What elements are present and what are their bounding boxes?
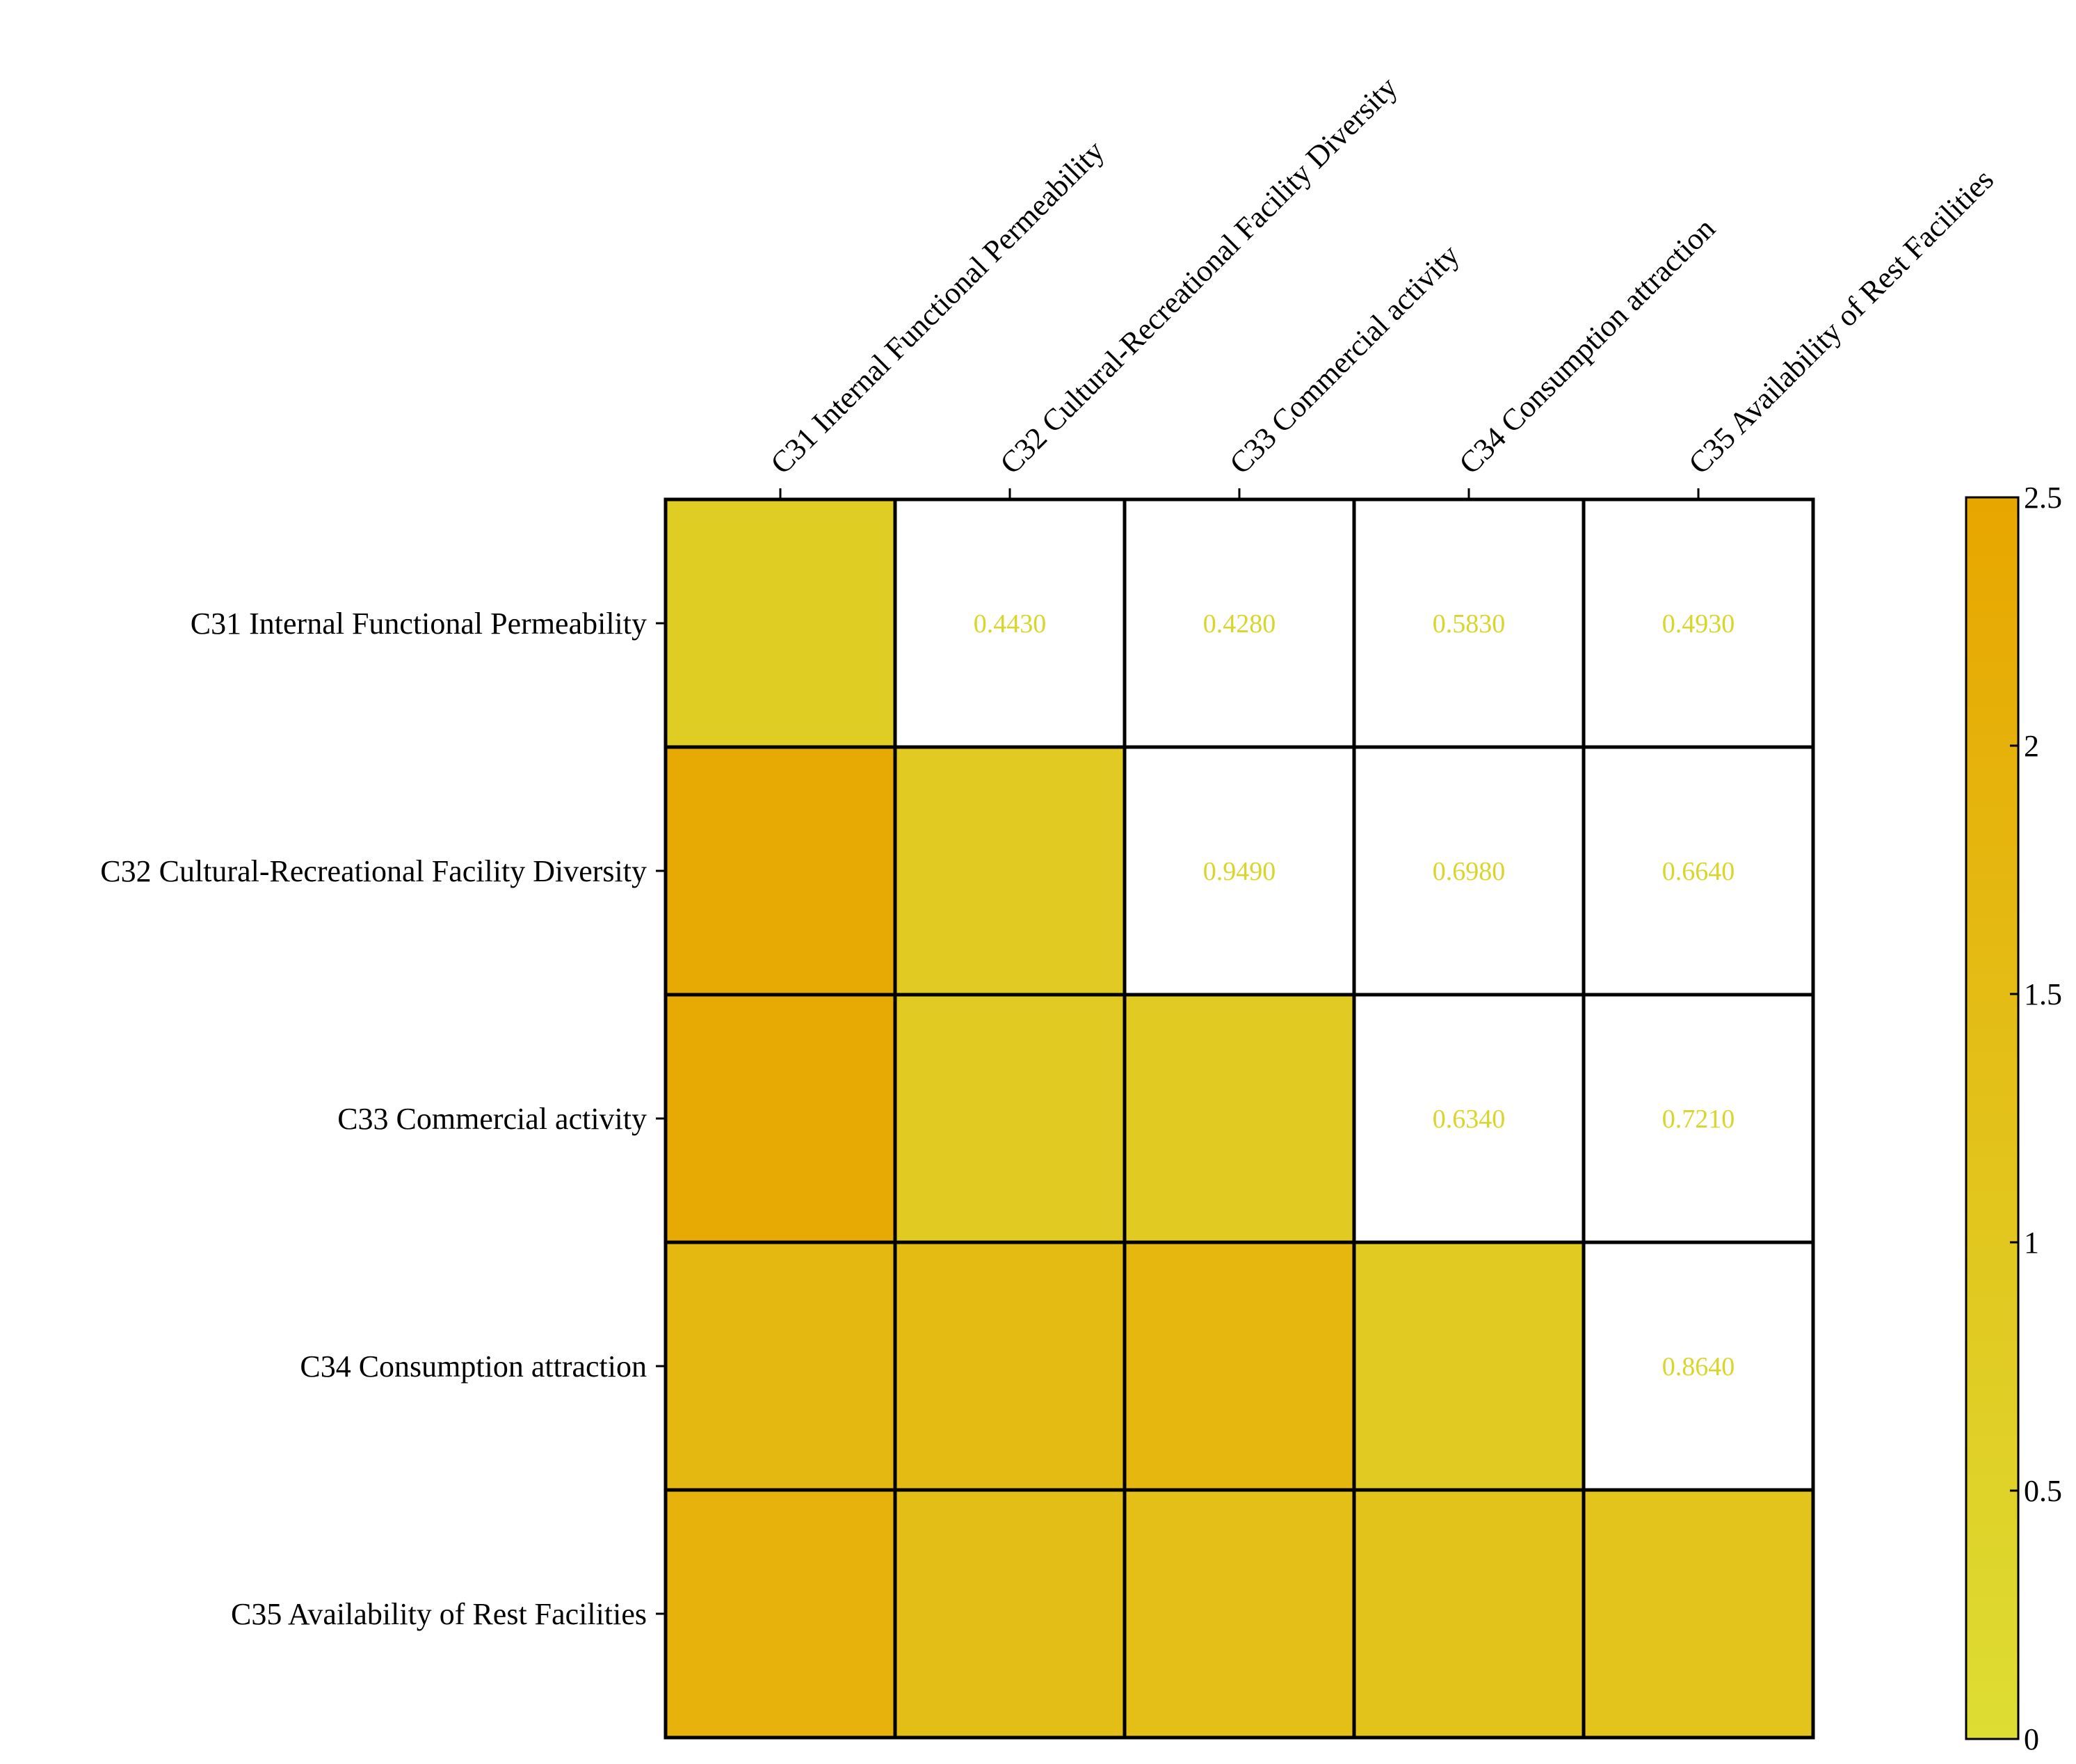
colorbar-tick-label-1: 0.5 [2024, 1474, 2062, 1508]
heatmap-cell-r3-c3 [1123, 993, 1356, 1244]
heatmap-cell-r1-c3 [1123, 497, 1356, 749]
heatmap-cell-r1-c5 [1582, 497, 1815, 749]
heatmap-cell-r5-c5 [1582, 1488, 1815, 1740]
heatmap-cell-r4-c5 [1582, 1240, 1815, 1492]
heatmap-cell-r2-c4 [1352, 745, 1586, 997]
col-label-4: C34 Consumption attraction [1452, 211, 1721, 481]
heatmap-cell-r4-c2 [893, 1240, 1127, 1492]
heatmap-cell-r4-c4 [1352, 1240, 1586, 1492]
cell-value-r1-c5: 0.4930 [1662, 609, 1735, 639]
row-label-2: C32 Cultural-Recreational Facility Diver… [100, 854, 647, 888]
heatmap-cell-r3-c4 [1352, 993, 1586, 1244]
heatmap-cell-r3-c1 [663, 993, 897, 1244]
heatmap-cells [663, 497, 1815, 1740]
heatmap-cell-r4-c1 [663, 1240, 897, 1492]
colorbar-tick-label-2: 1 [2024, 1226, 2039, 1260]
colorbar-tick-label-5: 2.5 [2024, 481, 2062, 515]
row-labels: C31 Internal Functional Permeability C32 … [100, 607, 666, 1631]
colorbar-tick-label-0: 0 [2024, 1722, 2039, 1756]
cell-value-r2-c4: 0.6980 [1433, 857, 1506, 886]
colorbar-gradient [1965, 496, 2020, 1740]
cell-value-r1-c3: 0.4280 [1203, 609, 1276, 639]
heatmap-cell-r5-c1 [663, 1488, 897, 1740]
col-label-3: C33 Commercial activity [1223, 238, 1465, 481]
colorbar-tick-label-3: 1.5 [2024, 977, 2062, 1011]
heatmap-cell-r4-c3 [1123, 1240, 1356, 1492]
cell-value-r4-c5: 0.8640 [1662, 1352, 1735, 1381]
heatmap-cell-r1-c2 [893, 497, 1127, 749]
heatmap-cell-r5-c3 [1123, 1488, 1356, 1740]
heatmap-value-labels: 0.4430 0.4280 0.5830 0.4930 0.9490 0.6980 0.66… [974, 609, 1735, 1381]
heatmap-cell-r2-c1 [663, 745, 897, 997]
col-label-2: C32 Cultural-Recreational Facility Diver… [993, 70, 1403, 481]
colorbar: 0 0.5 1 1.5 2 2.5 [1965, 481, 2062, 1756]
row-label-5: C35 Availability of Rest Facilities [231, 1597, 647, 1631]
cell-value-r3-c5: 0.7210 [1662, 1105, 1735, 1134]
cell-value-r2-c5: 0.6640 [1662, 857, 1735, 886]
row-label-3: C33 Commercial activity [337, 1102, 647, 1136]
cell-value-r1-c4: 0.5830 [1433, 609, 1506, 639]
row-label-1: C31 Internal Functional Permeability [191, 607, 647, 641]
cell-value-r3-c4: 0.6340 [1433, 1105, 1506, 1134]
colorbar-tick-label-4: 2 [2024, 729, 2039, 763]
cell-value-r2-c3: 0.9490 [1203, 857, 1276, 886]
column-labels: C31 Internal Functional PermeabilityC32 … [764, 70, 2000, 499]
heatmap-cell-r2-c2 [893, 745, 1127, 997]
heatmap-cell-r1-c1 [663, 497, 897, 749]
cell-value-r1-c2: 0.4430 [974, 609, 1047, 639]
heatmap-cell-r5-c2 [893, 1488, 1127, 1740]
heatmap-cell-r3-c2 [893, 993, 1127, 1244]
heatmap-cell-r5-c4 [1352, 1488, 1586, 1740]
row-label-4: C34 Consumption attraction [300, 1349, 647, 1384]
col-label-5: C35 Availability of Rest Facilities [1682, 163, 2000, 481]
